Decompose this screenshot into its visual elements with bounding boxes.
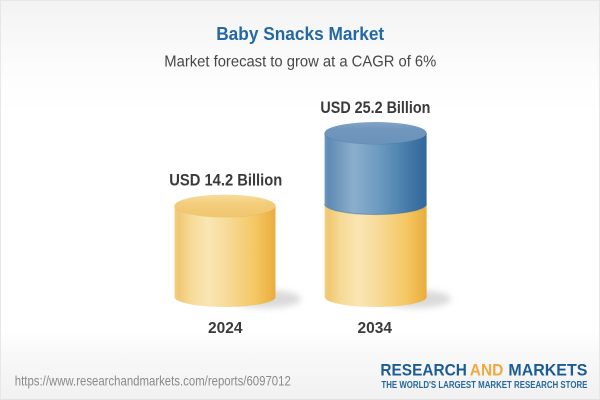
svg-text:https://www.researchandmarkets: https://www.researchandmarkets.com/repor… (15, 373, 291, 389)
svg-text:RESEARCH: RESEARCH (380, 360, 467, 379)
svg-text:Market forecast to grow at a C: Market forecast to grow at a CAGR of 6% (164, 54, 436, 71)
svg-text:MARKETS: MARKETS (508, 360, 587, 379)
svg-text:USD 14.2 Billion: USD 14.2 Billion (169, 172, 282, 190)
svg-text:Baby Snacks Market: Baby Snacks Market (216, 23, 384, 44)
svg-text:2024: 2024 (208, 320, 243, 337)
svg-text:THE WORLD'S LARGEST MARKET RES: THE WORLD'S LARGEST MARKET RESEARCH STOR… (381, 380, 587, 391)
svg-text:AND: AND (470, 360, 504, 379)
svg-text:USD 25.2 Billion: USD 25.2 Billion (320, 99, 430, 117)
svg-text:2034: 2034 (358, 320, 393, 337)
